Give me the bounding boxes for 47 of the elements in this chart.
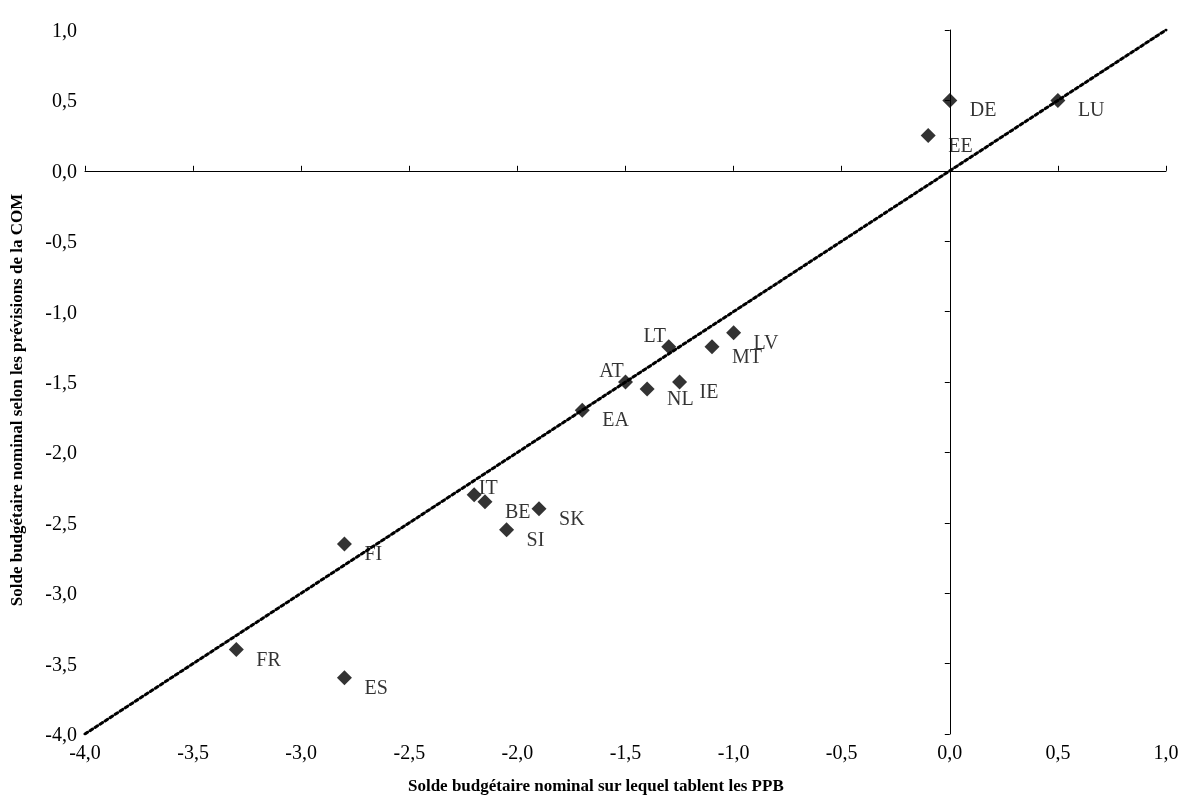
y-tick-label: -2,0: [45, 441, 77, 464]
point: [531, 501, 547, 517]
point: [639, 381, 655, 397]
annotation: DE: [969, 98, 997, 121]
annotation: SI: [526, 527, 545, 550]
annotation: LU: [1077, 98, 1106, 121]
x-tick-label: 0,5: [1045, 741, 1071, 763]
annotation: LT: [643, 323, 667, 346]
annotation: BE: [504, 499, 531, 522]
annotation: FR: [256, 647, 282, 670]
y-axis-title: Solde budgétaire nominal selon les prévisions de la COM: [7, 193, 26, 607]
y-tick-label: 0,0: [52, 159, 77, 182]
y-tick-label: -3,0: [45, 582, 77, 605]
y-tick-label: -1,0: [45, 300, 77, 323]
annotation: NL: [667, 387, 694, 410]
point: [228, 642, 244, 658]
annotation: IE: [699, 380, 719, 402]
point: [336, 536, 352, 552]
x-tick-label: 0,0: [937, 741, 963, 763]
point: [336, 670, 352, 686]
annotation: AT: [599, 359, 624, 381]
x-tick-label: -3,5: [177, 741, 209, 763]
y-tick-label: -1,5: [45, 371, 77, 393]
point: [920, 128, 936, 144]
point: [672, 374, 688, 390]
y-tick-label: -0,5: [45, 230, 77, 253]
y-tick-label: -3,5: [45, 652, 77, 675]
annotation: IT: [478, 475, 498, 498]
point: [704, 339, 720, 355]
y-tick-label: 0,5: [52, 89, 77, 112]
annotation: SK: [559, 506, 586, 529]
x-tick-label: 1,0: [1153, 741, 1179, 763]
annotation: ES: [364, 675, 388, 698]
x-tick-label: -0,5: [825, 741, 858, 763]
x-tick-label: -3,0: [285, 741, 318, 763]
annotation: EA: [602, 408, 630, 431]
x-tick-label: -1,0: [717, 741, 750, 763]
y-tick-label: -2,5: [45, 511, 77, 534]
x-axis-title: Solde budgétaire nominal sur lequel tablent les PPB: [407, 776, 784, 795]
x-tick-label: -2,0: [501, 741, 534, 763]
y-tick-label: 1,0: [52, 19, 77, 41]
point: [942, 92, 958, 108]
point: [726, 325, 742, 341]
x-tick-label: -1,5: [609, 741, 642, 763]
point: [477, 494, 493, 510]
point: [499, 522, 515, 538]
x-tick-label: -2,5: [393, 741, 426, 763]
